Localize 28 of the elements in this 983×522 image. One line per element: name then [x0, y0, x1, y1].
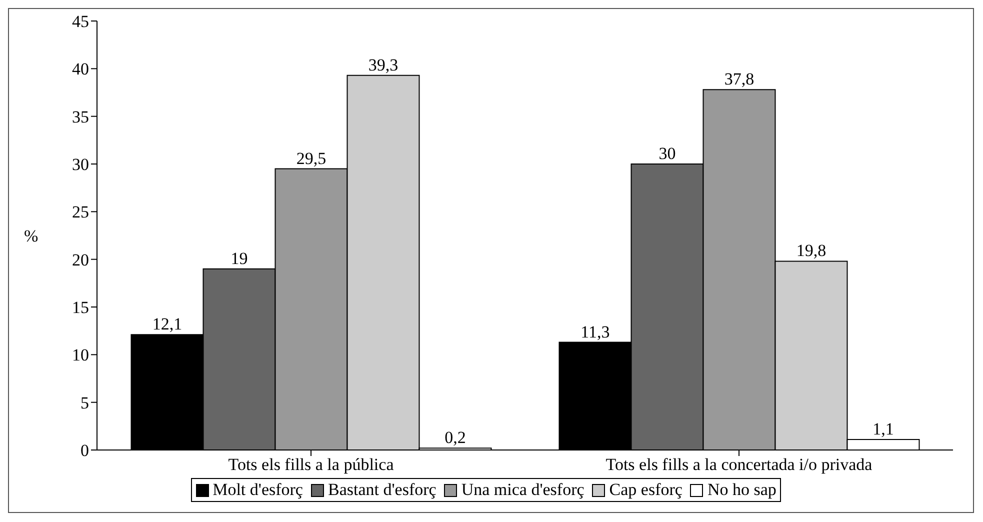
- y-tick-label: 30: [72, 155, 89, 174]
- legend-label: Una mica d'esforç: [461, 480, 584, 500]
- data-label: 0,2: [444, 428, 466, 448]
- y-tick-label: 40: [72, 60, 89, 79]
- legend-label: Cap esforç: [609, 480, 682, 500]
- x-tick-label: Tots els fills a la pública: [228, 455, 394, 474]
- data-label: 11,3: [580, 322, 610, 342]
- data-label: 30: [658, 144, 676, 163]
- data-label: 37,8: [724, 70, 754, 89]
- legend-label: Molt d'esforç: [212, 480, 303, 500]
- data-label: 12,1: [152, 314, 182, 334]
- data-label: 39,3: [368, 55, 398, 74]
- legend-label: No ho sap: [707, 480, 776, 500]
- data-label: 29,5: [296, 148, 326, 168]
- x-tick-label: Tots els fills a la concertada i/o privada: [606, 455, 873, 474]
- y-tick-label: 35: [72, 107, 89, 126]
- data-label: 19: [230, 248, 248, 268]
- data-label: 1,1: [872, 420, 894, 439]
- y-tick-label: 45: [72, 12, 89, 32]
- y-axis-title: %: [24, 226, 38, 246]
- data-label: 19,8: [796, 241, 826, 260]
- y-tick-label: 10: [72, 346, 89, 365]
- y-tick-label: 25: [72, 202, 89, 222]
- y-tick-label: 20: [72, 250, 89, 270]
- y-tick-label: 0: [80, 441, 89, 460]
- legend-label: Bastant d'esforç: [328, 480, 436, 500]
- y-tick-label: 5: [80, 393, 89, 412]
- y-tick-label: 15: [72, 298, 89, 318]
